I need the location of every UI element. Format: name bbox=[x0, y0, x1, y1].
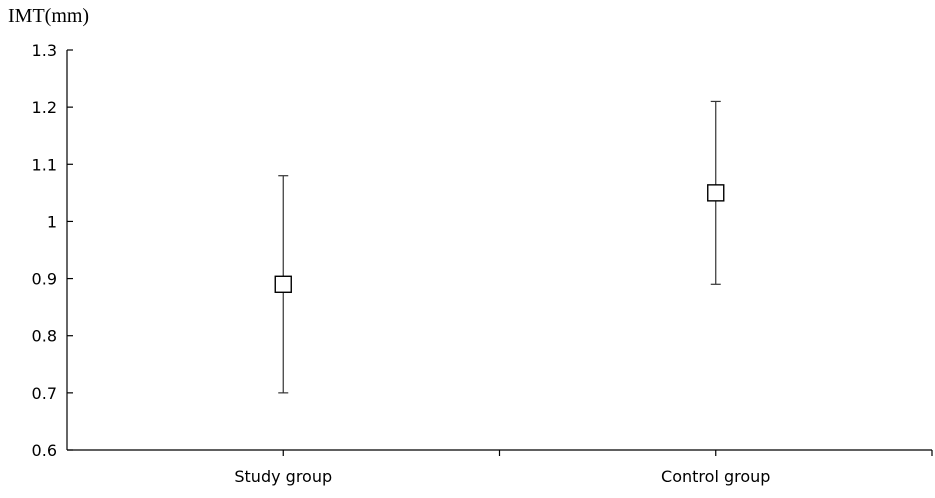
x-tick-label: Control group bbox=[661, 467, 770, 486]
y-tick-label: 1.2 bbox=[32, 98, 57, 117]
y-tick-label: 1.1 bbox=[32, 155, 57, 174]
data-point bbox=[707, 184, 725, 202]
error-bars bbox=[278, 100, 721, 394]
y-tick-label: 1 bbox=[47, 212, 57, 231]
data-point bbox=[274, 275, 292, 293]
y-ticks: 0.6 0.7 0.8 0.9 1 1.1 1.2 1.3 bbox=[32, 41, 73, 460]
x-ticks: Study group Control group bbox=[234, 450, 933, 486]
y-tick-label: 0.7 bbox=[32, 384, 57, 403]
data-markers bbox=[274, 184, 725, 293]
y-tick-label: 0.9 bbox=[32, 270, 57, 289]
y-tick-label: 0.6 bbox=[32, 441, 57, 460]
y-tick-label: 0.8 bbox=[32, 327, 57, 346]
y-axis-title: IMT(mm) bbox=[8, 5, 89, 27]
y-tick-label: 1.3 bbox=[32, 41, 57, 60]
x-tick-label: Study group bbox=[234, 467, 332, 486]
